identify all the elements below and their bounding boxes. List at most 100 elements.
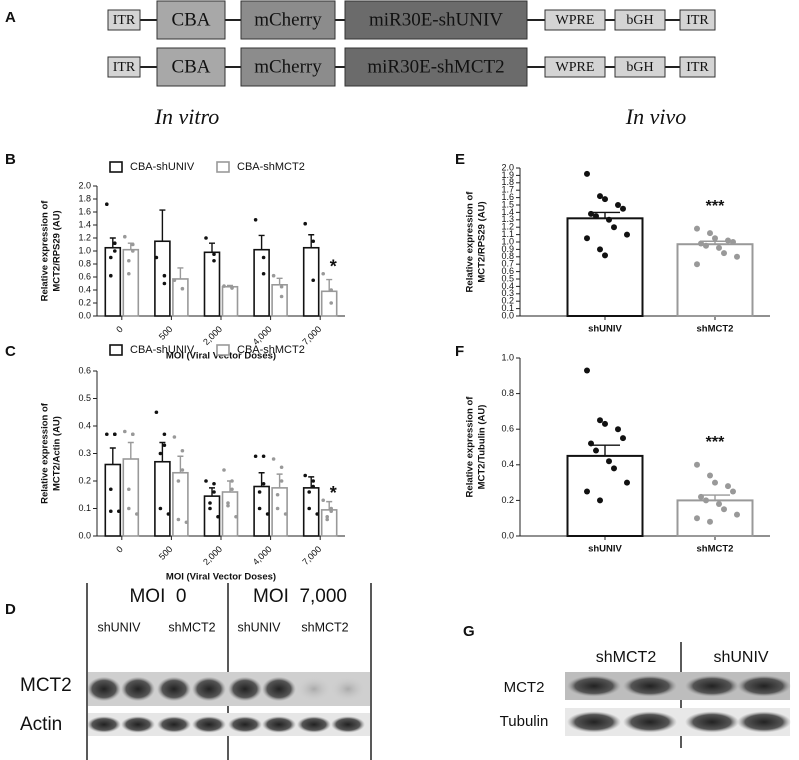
x-tick-label: 500 — [157, 324, 175, 342]
construct-label: miR30E-shMCT2 — [367, 56, 504, 77]
y-axis-title: Relative expression of — [40, 200, 51, 302]
data-point — [329, 288, 334, 292]
data-point — [212, 490, 216, 494]
blot-lane: shMCT2 — [301, 620, 348, 634]
y-tick-label: 0.6 — [78, 271, 91, 281]
y-tick-label: 1.7 — [501, 185, 514, 195]
data-point — [712, 235, 718, 242]
data-point — [162, 432, 167, 437]
error-bar — [209, 487, 215, 497]
blot-band — [685, 711, 739, 733]
y-tick-label: 0.8 — [78, 258, 91, 268]
y-tick-label: 0.6 — [78, 365, 91, 375]
significance: *** — [706, 434, 725, 451]
data-point — [716, 244, 722, 251]
panel-label: G — [463, 623, 475, 640]
y-axis-title: MCT2/Actin (AU) — [52, 416, 63, 491]
data-point — [321, 498, 326, 503]
bar — [253, 485, 270, 537]
blot-band — [87, 716, 121, 733]
data-point — [725, 483, 731, 490]
construct-element — [107, 9, 141, 31]
data-point — [176, 479, 181, 483]
legend-label: CBA-shUNIV — [130, 344, 195, 356]
construct-element — [614, 9, 666, 31]
x-tick-label: shMCT2 — [697, 324, 734, 335]
data-point — [154, 255, 159, 260]
data-point — [204, 236, 208, 240]
construct-element — [107, 56, 141, 78]
x-tick-label: shUNIV — [588, 324, 622, 335]
blot-band — [685, 675, 739, 697]
y-tick-label: 0.4 — [78, 284, 91, 294]
legend-swatch — [216, 344, 230, 356]
data-point — [597, 417, 603, 424]
data-point — [234, 514, 238, 519]
blot-band — [121, 676, 155, 702]
construct-element — [544, 9, 606, 31]
data-point — [261, 271, 266, 276]
x-tick-label: 0 — [114, 544, 125, 555]
blot-band — [623, 675, 677, 697]
y-tick-label: 1.2 — [501, 222, 514, 232]
error-bar — [159, 441, 166, 462]
x-tick-label: 2,000 — [201, 324, 224, 347]
x-tick-label: 4,000 — [251, 544, 274, 567]
data-point — [166, 512, 171, 516]
data-point — [265, 512, 270, 516]
error-bar — [326, 278, 333, 292]
data-point — [162, 273, 167, 278]
legend-swatch — [109, 161, 123, 173]
bar — [320, 509, 338, 537]
blot-lane: shUNIV — [97, 620, 141, 634]
error-bar — [590, 444, 620, 456]
data-point — [694, 461, 700, 468]
data-point — [707, 472, 713, 479]
y-tick-label: 0.5 — [78, 393, 91, 403]
data-point — [109, 273, 113, 278]
blot-band — [192, 716, 226, 733]
panel-label: A — [5, 9, 16, 26]
data-point — [620, 205, 626, 212]
blot-band — [262, 676, 296, 702]
blot-band — [297, 676, 331, 702]
data-point — [593, 447, 599, 454]
data-point — [725, 237, 731, 244]
y-tick-label: 0.8 — [501, 251, 514, 261]
data-point — [325, 514, 330, 519]
y-tick-label: 1.0 — [501, 352, 514, 362]
y-tick-label: 2.0 — [78, 180, 91, 190]
data-point — [694, 225, 700, 232]
significance: * — [330, 257, 337, 277]
data-point — [311, 278, 316, 283]
heading: In vitro — [154, 104, 220, 129]
data-point — [721, 250, 727, 257]
blot-group: MOI 7,000 — [253, 586, 347, 607]
bar — [320, 290, 338, 317]
blot-band — [157, 716, 191, 733]
error-bar — [258, 472, 265, 487]
y-tick-label: 0.0 — [501, 310, 514, 320]
bar — [566, 217, 644, 318]
blot-band — [228, 676, 262, 702]
data-point — [329, 506, 334, 511]
construct-label: ITR — [113, 60, 136, 75]
data-point — [131, 242, 135, 247]
data-point — [602, 252, 608, 259]
y-axis-title: Relative expression of — [465, 396, 476, 498]
y-tick-label: 0.7 — [501, 259, 514, 269]
construct-label: mCherry — [254, 56, 322, 77]
y-tick-label: 1.6 — [78, 206, 91, 216]
data-point — [703, 497, 709, 504]
data-point — [694, 515, 700, 522]
x-tick-label: 500 — [157, 544, 175, 562]
blot-row-label: Tubulin — [500, 713, 549, 730]
data-point — [105, 202, 109, 206]
blot-band — [567, 675, 621, 697]
data-point — [271, 457, 276, 461]
data-point — [707, 518, 713, 525]
y-tick-label: 1.8 — [501, 177, 514, 187]
data-point — [597, 193, 603, 200]
data-point — [261, 454, 266, 459]
y-tick-label: 1.0 — [501, 236, 514, 246]
